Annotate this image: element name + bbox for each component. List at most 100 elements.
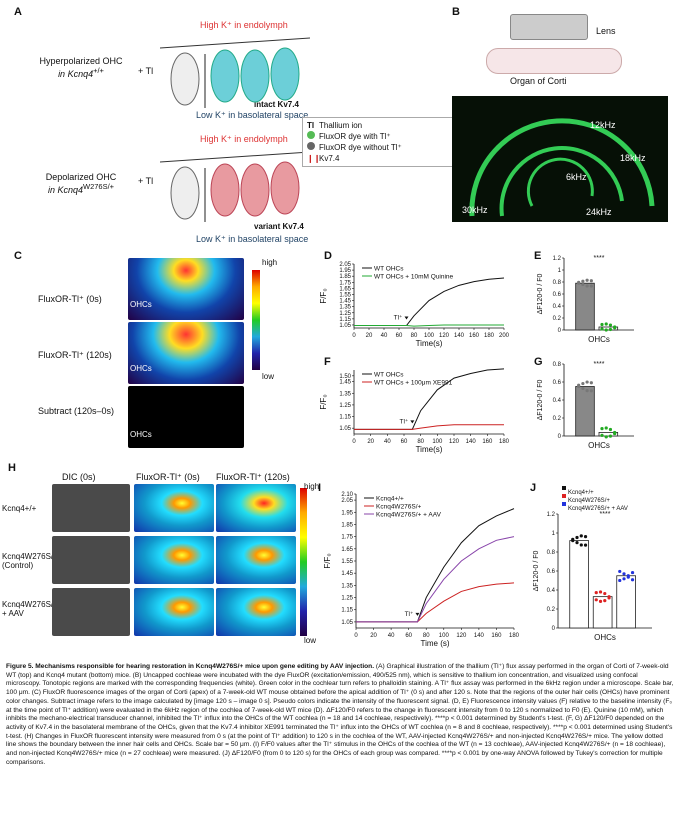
y-tick-label: 0 bbox=[558, 328, 562, 334]
y-tick-label: 1.25 bbox=[341, 596, 353, 602]
dye-without-icon bbox=[307, 142, 315, 150]
panel-a-top-high-k: High K⁺ in endolymph bbox=[200, 20, 288, 30]
x-tick-label: 80 bbox=[411, 333, 418, 339]
y-tick-label: 1.55 bbox=[341, 559, 353, 565]
y-tick-label: 1.45 bbox=[341, 571, 353, 577]
panel-h-row-2: Kcnq4W276S/+ + AAV bbox=[2, 600, 58, 618]
figure-caption: Figure 5. Mechanisms responsible for hea… bbox=[6, 663, 674, 767]
y-tick-label: 0.6 bbox=[553, 292, 562, 298]
dot-1-0 bbox=[594, 591, 598, 595]
legend-dye-without-label: FluxOR dye without Tl⁺ bbox=[319, 143, 402, 152]
tl-arrow bbox=[404, 316, 409, 320]
y-tick-label: 1.35 bbox=[339, 305, 351, 311]
tl-arrow bbox=[410, 420, 415, 424]
panel-b-organ: Organ of Corti bbox=[510, 76, 567, 86]
dot-1-4 bbox=[594, 598, 598, 602]
tl-marker-label: Tl⁺ bbox=[394, 315, 403, 322]
y-tick-label: 0.2 bbox=[553, 316, 562, 322]
y-tick-label: 1.15 bbox=[339, 415, 351, 421]
panel-a-top-cells bbox=[160, 37, 310, 108]
tl-arrow bbox=[415, 612, 420, 616]
panel-c-label: C bbox=[14, 250, 22, 262]
dot-0-3 bbox=[589, 279, 593, 283]
bar-1 bbox=[592, 596, 613, 629]
y-tick-label: 1.65 bbox=[341, 547, 353, 553]
panel-a-top-gene: in Kcnq4 bbox=[58, 69, 94, 79]
dot-0-2 bbox=[579, 534, 583, 538]
dot-0-5 bbox=[575, 541, 579, 545]
dot-1-7 bbox=[613, 326, 617, 330]
x-axis-label: Time(s) bbox=[416, 339, 443, 348]
panel-a-bottom-low-k: Low K⁺ in basolateral space bbox=[196, 234, 309, 244]
legend-label-0: Kcnq4+/+ bbox=[376, 496, 404, 503]
x-axis-label: Time(s) bbox=[416, 445, 443, 454]
dot-1-1 bbox=[598, 590, 603, 594]
chart-g: 0 0.2 0.4 0.6 0.8 OHCs **** ΔF120-0 / F0 bbox=[537, 361, 634, 450]
x-tick-label: 200 bbox=[499, 333, 510, 339]
freq-24khz: 24kHz bbox=[586, 207, 612, 217]
dot-0-3 bbox=[583, 535, 588, 539]
chart-i: 1.05 1.15 1.25 1.35 1.45 1.55 1.65 1.75 1.85 1.95… bbox=[323, 492, 520, 648]
y-tick-label: 2.05 bbox=[341, 498, 353, 504]
legend-kv74: ❙❙Kv7.4 bbox=[307, 153, 457, 164]
x-tick-label: 140 bbox=[466, 439, 477, 445]
legend-label-1: WT OHCs + 10mM Quinine bbox=[374, 274, 454, 281]
dot-1-6 bbox=[608, 327, 613, 332]
y-tick-label: 0.6 bbox=[547, 569, 556, 575]
bar-0 bbox=[569, 540, 589, 629]
panel-c-row-2: Subtract (120s–0s) bbox=[38, 406, 115, 416]
y-tick-label: 0.8 bbox=[547, 550, 556, 556]
y-tick-label: 1.85 bbox=[341, 522, 353, 528]
panel-a-label: A bbox=[14, 6, 22, 18]
panel-j-label: J bbox=[530, 482, 537, 494]
x-tick-label: 40 bbox=[384, 439, 391, 445]
y-axis-label: F/F₀ bbox=[319, 394, 328, 409]
y-axis-label: F/F₀ bbox=[319, 288, 328, 303]
y-axis-label: ΔF120-0 / F0 bbox=[533, 550, 540, 591]
y-tick-label: 0.4 bbox=[553, 304, 562, 310]
x-tick-label: 120 bbox=[439, 333, 450, 339]
y-tick-label: 0.8 bbox=[553, 362, 562, 368]
freq-12khz: 12kHz bbox=[590, 120, 616, 130]
panel-e-label: E bbox=[534, 250, 542, 262]
y-tick-label: 1.85 bbox=[339, 274, 351, 280]
chart-j: 0 0.2 0.4 0.6 0.8 1 1.2 OHCs **** ΔF120-0 / F0 Kcn… bbox=[533, 486, 652, 642]
y-axis-label: ΔF120-0 / F0 bbox=[537, 273, 544, 314]
x-tick-label: 160 bbox=[491, 633, 502, 639]
x-tick-label: 40 bbox=[388, 633, 395, 639]
panel-c-colorbar bbox=[252, 270, 260, 370]
y-tick-label: 1.35 bbox=[339, 391, 351, 397]
legend-swatch-1 bbox=[562, 494, 566, 498]
dye-with-icon bbox=[307, 131, 315, 139]
panel-a-top-left-text: Hyperpolarized OHC in Kcnq4+/+ bbox=[26, 56, 136, 79]
series-line-1 bbox=[356, 582, 515, 623]
x-axis-label: Time (s) bbox=[420, 639, 449, 648]
significance-label: **** bbox=[594, 255, 605, 262]
dot-0-6 bbox=[585, 389, 589, 393]
dot-1-5 bbox=[604, 328, 608, 332]
y-tick-label: 1.75 bbox=[339, 280, 351, 286]
dot-0-4 bbox=[577, 383, 581, 387]
panel-h-flux0-aav bbox=[134, 588, 214, 636]
legend-label-1: Kcnq4W276S/+ bbox=[376, 504, 422, 511]
dot-1-0 bbox=[600, 322, 604, 327]
x-tick-label: 20 bbox=[367, 439, 374, 445]
y-tick-label: 0.4 bbox=[553, 398, 562, 404]
y-tick-label: 1 bbox=[552, 531, 556, 537]
x-tick-label: 60 bbox=[401, 439, 408, 445]
panel-h-row-1: Kcnq4W276S/+ (Control) bbox=[2, 552, 58, 570]
bar-1 bbox=[598, 432, 619, 437]
dot-0-7 bbox=[583, 543, 588, 547]
dot-0-7 bbox=[589, 284, 593, 288]
y-tick-label: 1.75 bbox=[341, 535, 353, 541]
dot-2-1 bbox=[622, 572, 626, 576]
bar-2 bbox=[616, 575, 636, 629]
bar-1 bbox=[598, 326, 619, 331]
y-tick-label: 1.25 bbox=[339, 403, 351, 409]
dot-1-1 bbox=[604, 426, 608, 430]
dot-0-6 bbox=[585, 284, 589, 288]
cochlea-spiral bbox=[469, 118, 655, 217]
panel-h-flux120-aav bbox=[216, 588, 296, 636]
y-tick-label: 1.2 bbox=[547, 512, 556, 518]
panel-a-bottom-cells bbox=[160, 151, 310, 222]
